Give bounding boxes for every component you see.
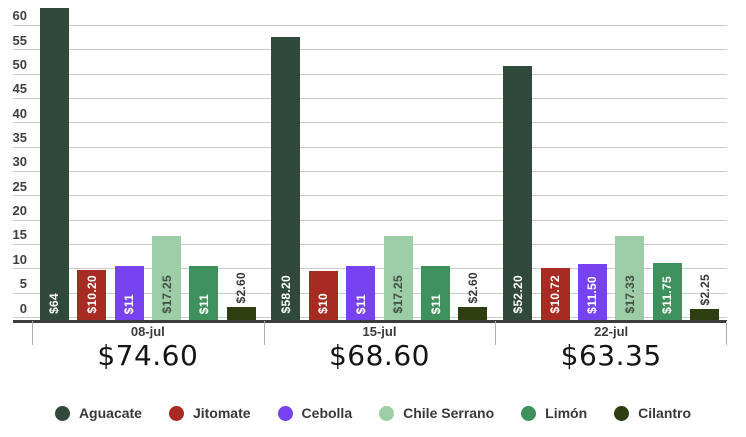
bar-cebolla-15-jul[interactable]: $11 xyxy=(346,266,376,320)
x-axis-group-tick xyxy=(495,321,497,345)
y-axis-tick-label: 50 xyxy=(12,57,27,72)
bar-chile-serrano-22-jul[interactable]: $17.33 xyxy=(615,235,645,320)
legend: Aguacate Jitomate Cebolla Chile Serrano Limó… xyxy=(0,399,746,427)
bar-aguacate-22-jul[interactable]: $52.20 xyxy=(503,65,533,320)
gridline xyxy=(13,122,727,124)
bar-value-label: $17.33 xyxy=(622,275,637,314)
gridline xyxy=(13,49,727,51)
y-axis-tick-label: 15 xyxy=(12,227,27,243)
legend-item-cebolla[interactable]: Cebolla xyxy=(277,405,353,421)
y-axis-tick-label: 45 xyxy=(12,81,27,97)
x-axis-category-label: 15-jul xyxy=(362,324,397,339)
bar-value-label: $10.20 xyxy=(84,275,99,314)
legend-label: Jitomate xyxy=(192,405,251,421)
y-axis-tick-label: 55 xyxy=(12,32,27,48)
bar-value-label: $2.60 xyxy=(465,271,480,304)
bar-jitomate-22-jul[interactable]: $10.72 xyxy=(540,267,570,320)
x-axis-group-tick xyxy=(32,321,33,345)
bar-value-label: $64 xyxy=(47,293,62,314)
bar-cilantro-08-jul[interactable]: $2.60 xyxy=(226,272,256,320)
bar-aguacate-08-jul[interactable]: $64 xyxy=(39,8,69,320)
bar-value-label: $58.20 xyxy=(278,275,293,314)
bar-cilantro-22-jul[interactable]: $2.25 xyxy=(690,274,720,320)
y-axis-tick-label: 30 xyxy=(12,154,27,170)
legend-swatch-cebolla xyxy=(277,405,293,421)
y-axis-tick-label: 0 xyxy=(19,300,27,316)
bar-chile-serrano-08-jul[interactable]: $17.25 xyxy=(152,235,181,320)
bar-value-label: $11 xyxy=(122,293,137,314)
bar-value-label: $17.25 xyxy=(391,275,406,314)
y-axis-tick-label: 60 xyxy=(12,8,27,24)
legend-swatch-chile-serrano xyxy=(379,405,395,421)
bar-limon-15-jul[interactable]: $11 xyxy=(421,266,451,320)
category-total-label: $68.60 xyxy=(328,338,430,372)
legend-label: Limón xyxy=(545,405,588,421)
bar-value-label: $52.20 xyxy=(510,275,525,314)
legend-item-limon[interactable]: Limón xyxy=(521,405,587,421)
y-axis-tick-label: 40 xyxy=(12,105,27,121)
legend-label: Cebolla xyxy=(301,405,353,421)
y-axis-tick-label: 5 xyxy=(19,276,27,292)
gridline xyxy=(13,243,727,245)
bar-value-label: $11.75 xyxy=(660,276,675,314)
bar-value-label: $11.50 xyxy=(585,276,600,314)
legend-label: Chile Serrano xyxy=(403,405,495,421)
legend-label: Aguacate xyxy=(78,405,142,421)
legend-item-aguacate[interactable]: Aguacate xyxy=(54,405,142,421)
bar-limon-08-jul[interactable]: $11 xyxy=(189,266,219,320)
category-total-label: $74.60 xyxy=(97,338,199,372)
bar-value-label: $10 xyxy=(316,293,331,314)
bar-value-label: $10.72 xyxy=(548,275,563,314)
gridline xyxy=(13,73,727,75)
bar-cilantro-15-jul[interactable]: $2.60 xyxy=(458,272,488,320)
bar-jitomate-15-jul[interactable]: $10 xyxy=(308,271,338,320)
bar-value-label: $2.60 xyxy=(234,271,249,304)
gridline xyxy=(13,146,727,148)
legend-swatch-cilantro xyxy=(614,405,630,421)
gridline xyxy=(13,170,727,172)
x-axis-line xyxy=(13,320,727,323)
legend-item-cilantro[interactable]: Cilantro xyxy=(614,405,691,421)
legend-swatch-jitomate xyxy=(168,405,184,421)
gridline xyxy=(13,24,727,26)
legend-label: Cilantro xyxy=(638,405,692,421)
bar-aguacate-15-jul[interactable]: $58.20 xyxy=(271,36,301,320)
x-axis-group-tick xyxy=(263,321,265,345)
legend-swatch-aguacate xyxy=(54,405,70,421)
bar-jitomate-08-jul[interactable]: $10.20 xyxy=(77,270,107,320)
bar-cebolla-08-jul[interactable]: $11 xyxy=(114,266,144,320)
bar-chile-serrano-15-jul[interactable]: $17.25 xyxy=(383,235,413,320)
x-axis-category-label: 08-jul xyxy=(130,324,165,339)
y-axis-tick-label: 20 xyxy=(12,203,27,219)
bar-value-label: $17.25 xyxy=(159,275,174,314)
legend-swatch-limon xyxy=(521,405,537,421)
bar-value-label: $11 xyxy=(353,293,368,314)
y-axis-tick-label: 35 xyxy=(12,130,27,146)
bar-cebolla-22-jul[interactable]: $11.50 xyxy=(577,263,607,320)
gridline xyxy=(13,219,727,221)
x-axis-group-tick xyxy=(726,321,727,345)
bar-value-label: $11 xyxy=(196,293,211,314)
legend-item-jitomate[interactable]: Jitomate xyxy=(168,405,251,421)
bar-value-label: $11 xyxy=(428,293,443,314)
bar-value-label: $2.25 xyxy=(697,273,712,306)
x-axis-category-label: 22-jul xyxy=(594,324,629,339)
y-axis-tick-label: 10 xyxy=(12,251,27,267)
bar-limon-22-jul[interactable]: $11.75 xyxy=(652,262,682,320)
gridline xyxy=(13,195,727,197)
category-total-label: $63.35 xyxy=(560,338,662,372)
y-axis-tick-label: 25 xyxy=(12,178,27,194)
gridline xyxy=(13,97,727,99)
legend-item-chile-serrano[interactable]: Chile Serrano xyxy=(379,405,494,421)
